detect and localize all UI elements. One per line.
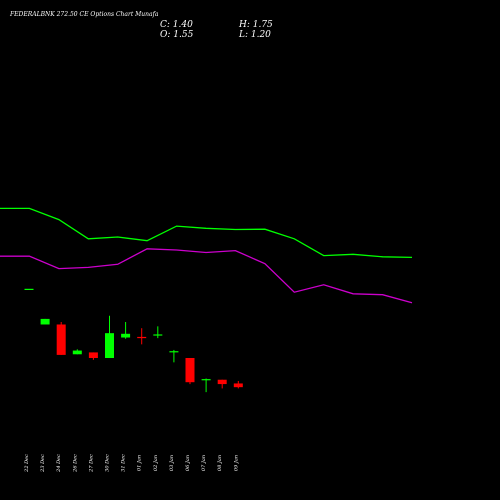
date-label: 03 Jan (169, 455, 175, 471)
candle-06-jan (185, 358, 195, 385)
candle-09-jan (233, 380, 243, 389)
close-value: C: 1.40 (160, 20, 193, 30)
candle-22-dec (24, 288, 34, 290)
candle-body (88, 352, 98, 358)
candle-07-jan (201, 378, 211, 393)
date-label: 09 Jan (233, 455, 239, 471)
high-value: H: 1.75 (238, 20, 273, 30)
candle-23-dec (40, 318, 50, 325)
candle-body (40, 318, 50, 325)
candle-body (185, 358, 195, 383)
candle-body (217, 379, 227, 385)
candle-26-dec (72, 349, 82, 355)
candle-body (201, 379, 211, 381)
date-label: 22 Dec (24, 454, 30, 473)
candle-body (72, 350, 82, 355)
candle-body (56, 324, 66, 355)
candle-body (121, 333, 131, 338)
chart-title: FEDERALBNK 272.50 CE Options Chart Munaf… (9, 11, 159, 18)
candles (24, 288, 243, 393)
date-label: 01 Jan (137, 455, 143, 471)
open-value: O: 1.55 (160, 30, 194, 40)
date-label: 30 Dec (105, 454, 111, 472)
upper-line (0, 207, 413, 259)
candle-30-dec (105, 315, 114, 358)
candle-31-dec (121, 322, 131, 339)
candle-02-jan (153, 326, 163, 339)
date-label: 07 Jan (201, 455, 207, 471)
candle-24-dec (56, 322, 66, 355)
candle-body (233, 383, 243, 388)
lower-line (0, 248, 413, 304)
date-axis: 22 Dec 23 Dec 24 Dec 26 Dec 27 Dec 30 Dec 31 D… (24, 454, 239, 473)
date-label: 24 Dec (56, 454, 62, 473)
candle-03-jan (169, 349, 179, 363)
candle-body (105, 333, 114, 358)
candle-body (169, 351, 179, 353)
date-label: 26 Dec (72, 454, 78, 473)
candle-body (153, 334, 163, 336)
candle-08-jan (217, 379, 227, 389)
candle-body (24, 288, 34, 290)
date-label: 31 Dec (121, 454, 127, 472)
candle-01-jan (137, 328, 147, 345)
date-label: 06 Jan (185, 455, 191, 471)
date-label: 23 Dec (40, 454, 46, 473)
date-label: 08 Jan (217, 455, 223, 471)
indicator-lines (0, 207, 413, 304)
low-value: L: 1.20 (238, 30, 271, 40)
candle-body (137, 336, 147, 339)
date-label: 27 Dec (88, 454, 94, 473)
date-label: 02 Jan (153, 455, 159, 471)
candle-27-dec (88, 352, 98, 360)
